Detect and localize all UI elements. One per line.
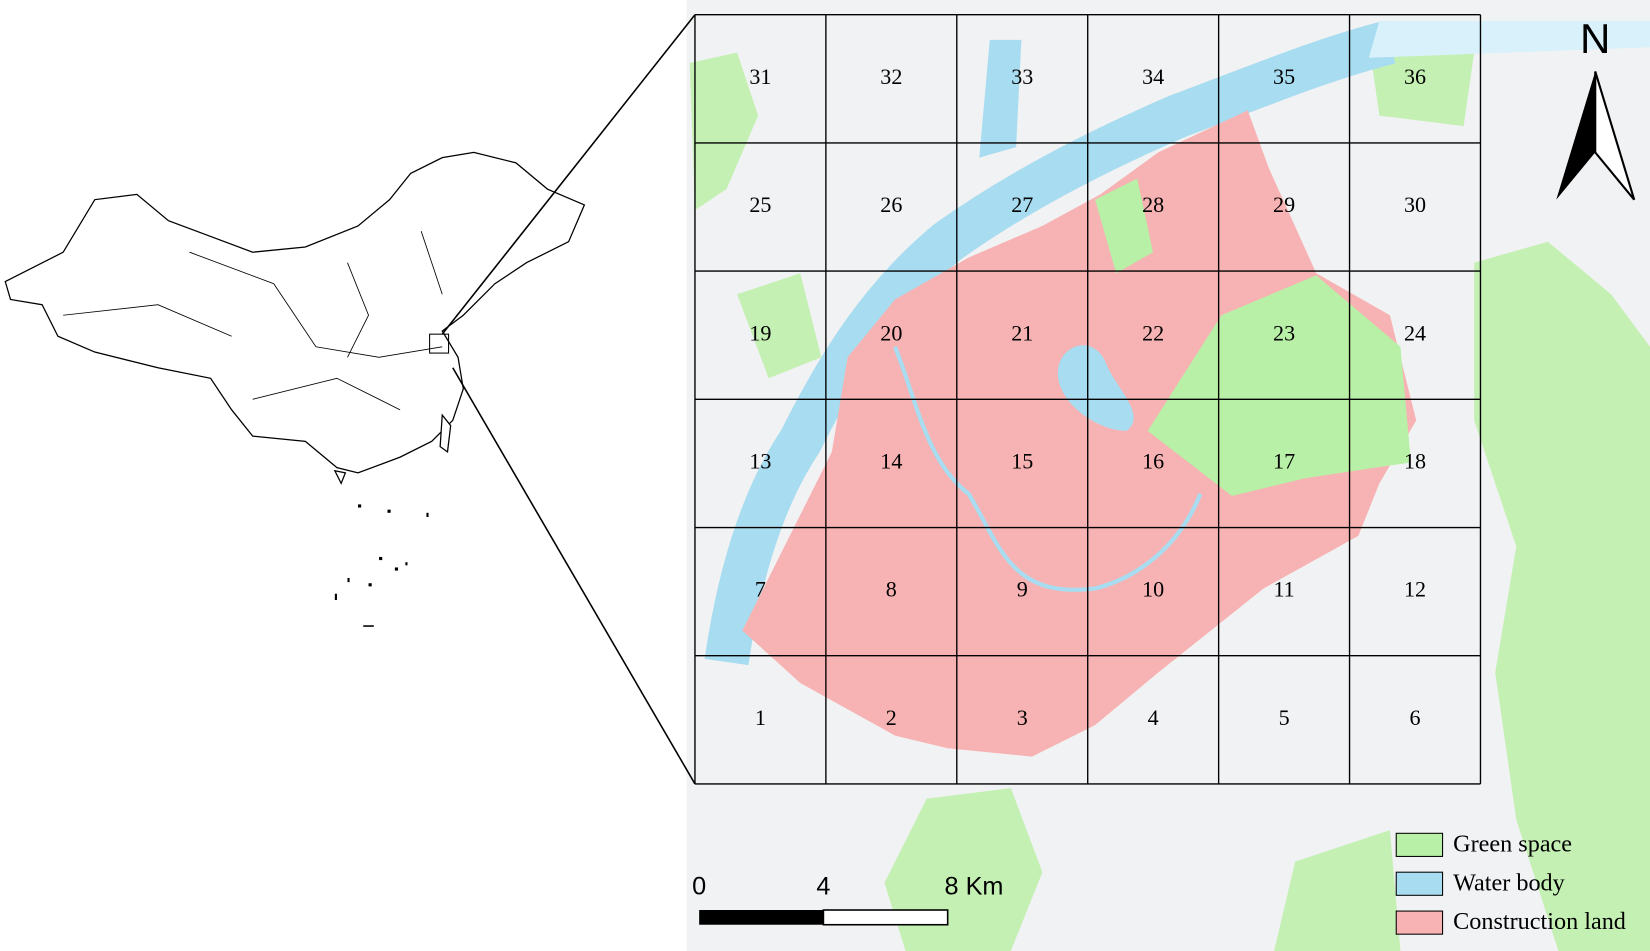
river <box>704 20 1396 666</box>
construction-land <box>742 110 1417 757</box>
cell-label: 24 <box>1404 320 1426 345</box>
north-arrow <box>1556 71 1596 200</box>
cell-label: 31 <box>749 64 771 89</box>
cell-label: 27 <box>1011 192 1033 217</box>
cell-label: 35 <box>1273 64 1295 89</box>
inset-box <box>429 333 450 354</box>
legend-swatch <box>1395 871 1444 896</box>
scale-labels: 0 4 8 Km <box>692 873 1003 901</box>
grid <box>694 14 1482 785</box>
cell-label: 9 <box>1017 577 1028 602</box>
cell-label: 18 <box>1404 448 1426 473</box>
cell-label: 5 <box>1279 705 1290 730</box>
cell-label: 1 <box>755 705 766 730</box>
scale-bar <box>699 910 824 925</box>
cell-label: 34 <box>1142 64 1164 89</box>
scale-label: 0 <box>692 873 706 901</box>
cell-label: 19 <box>749 320 771 345</box>
legend-swatch <box>1395 910 1444 935</box>
cell-label: 20 <box>880 320 902 345</box>
green-park <box>1147 275 1411 496</box>
canal <box>893 345 1203 592</box>
cell-label: 25 <box>749 192 771 217</box>
green-park <box>1095 178 1153 274</box>
north-label: N <box>1580 15 1610 62</box>
cell-label: 26 <box>880 192 902 217</box>
cell-label: 8 <box>886 577 897 602</box>
scale-label: 4 <box>816 873 830 901</box>
river-branch <box>979 39 1022 158</box>
cell-label: 23 <box>1273 320 1295 345</box>
cell-label: 2 <box>886 705 897 730</box>
cell-label: 30 <box>1404 192 1426 217</box>
cell-label: 10 <box>1142 577 1164 602</box>
zoom-line <box>452 367 696 785</box>
cell-label: 21 <box>1011 320 1033 345</box>
legend-label: Water body <box>1453 869 1565 896</box>
cell-label: 33 <box>1011 64 1033 89</box>
cell-label: 28 <box>1142 192 1164 217</box>
cell-label: 11 <box>1273 577 1294 602</box>
cell-label: 7 <box>755 577 766 602</box>
cell-label: 13 <box>749 448 771 473</box>
legend-label: Green space <box>1453 830 1572 857</box>
scale-bar <box>822 909 949 926</box>
cell-label: 22 <box>1142 320 1164 345</box>
cell-label: 32 <box>880 64 902 89</box>
scale-label: 8 Km <box>945 873 1004 901</box>
zoom-line <box>441 14 696 335</box>
river-upstream <box>1368 21 1650 58</box>
north-arrow <box>1594 71 1636 201</box>
china-outline <box>4 151 586 485</box>
cell-label: 29 <box>1273 192 1295 217</box>
islands <box>334 504 429 627</box>
cell-label: 4 <box>1148 705 1159 730</box>
cell-label: 12 <box>1404 577 1426 602</box>
cell-label: 3 <box>1017 705 1028 730</box>
legend: Green space Water body Construction land <box>1395 830 1626 935</box>
cell-label: 6 <box>1409 705 1420 730</box>
cell-label: 16 <box>1142 448 1164 473</box>
lake <box>1057 345 1134 431</box>
cell-label: 14 <box>880 448 902 473</box>
legend-swatch <box>1395 832 1444 857</box>
cell-label: 36 <box>1404 64 1426 89</box>
cell-label: 17 <box>1273 448 1295 473</box>
cell-label: 15 <box>1011 448 1033 473</box>
legend-label: Construction land <box>1453 908 1626 935</box>
